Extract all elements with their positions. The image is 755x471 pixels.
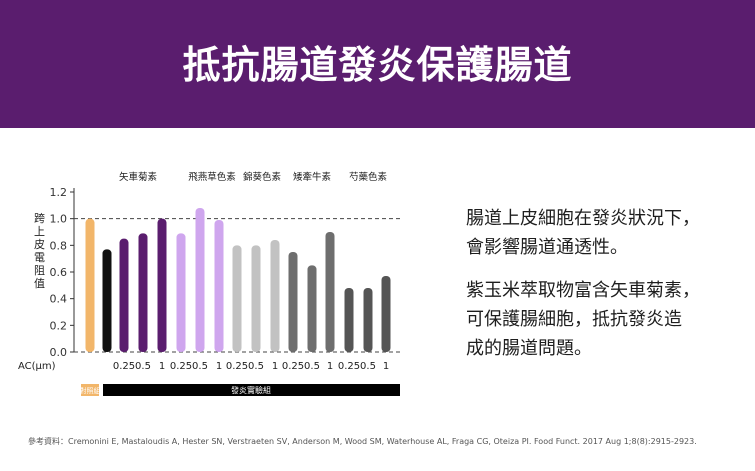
bar [363, 288, 373, 352]
bar [251, 245, 261, 352]
y-tick-label: 1.0 [50, 213, 68, 226]
y-tick-label: 0.6 [50, 266, 68, 279]
bar [102, 249, 112, 352]
x-tick-label: 1 [327, 361, 333, 372]
description-paragraph-1: 腸道上皮細胞在發炎狀況下， 會影響腸道通透性。 [466, 208, 700, 258]
bar [138, 233, 148, 352]
x-tick-label: 1 [159, 361, 165, 372]
x-tick-label: 0.5 [304, 361, 320, 372]
y-axis-label: 跨上皮電阻值 [34, 212, 45, 290]
x-tick-label: 0.5 [248, 361, 264, 372]
bar [270, 240, 280, 352]
bar [307, 265, 317, 352]
x-tick-label: 0.25 [170, 361, 192, 372]
compound-label: 矢車菊素 [119, 171, 158, 183]
bar [381, 276, 391, 352]
bar [119, 238, 129, 352]
compound-label: 矮牽牛素 [293, 171, 332, 183]
y-tick-label: 0.8 [50, 239, 68, 252]
x-tick-label: 0.25 [226, 361, 248, 372]
y-tick-label: 0.0 [50, 346, 68, 359]
control-group-label: 對照組 [80, 386, 101, 395]
x-tick-label: 1 [272, 361, 278, 372]
x-tick-label: 0.25 [338, 361, 360, 372]
compound-label: 芍藥色素 [349, 171, 388, 183]
reference-citation: 參考資料：Cremonini E, Mastaloudis A, Hester … [28, 437, 697, 446]
y-tick-label: 1.2 [50, 186, 68, 199]
x-tick-label: 1 [216, 361, 222, 372]
header-banner: 抵抗腸道發炎保護腸道 [0, 0, 755, 128]
description-paragraph-2: 紫玉米萃取物富含矢車菊素， 可保護腸細胞，抵抗發炎造 成的腸道問題。 [466, 280, 700, 359]
x-tick-label: 0.25 [113, 361, 135, 372]
bar [214, 220, 224, 352]
compound-label: 錦葵色素 [243, 171, 282, 183]
x-tick-label: 0.25 [282, 361, 304, 372]
bar [288, 252, 298, 352]
page-title: 抵抗腸道發炎保護腸道 [182, 42, 573, 87]
x-tick-label: 1 [383, 361, 389, 372]
y-tick-label: 0.4 [50, 293, 68, 306]
control-group-bar [81, 384, 99, 396]
bar [232, 245, 242, 352]
bar [85, 218, 95, 352]
bar [157, 218, 167, 352]
bar [176, 233, 186, 352]
bar [195, 208, 205, 352]
bar [325, 232, 335, 352]
x-tick-label: 0.5 [360, 361, 376, 372]
x-axis-label: AC(μm) [18, 361, 56, 372]
inflammation-group-bar [103, 384, 400, 396]
bar [344, 288, 354, 352]
compound-label: 飛燕草色素 [188, 171, 236, 183]
inflammation-group-label: 發炎實驗組 [231, 385, 271, 395]
description-panel: 腸道上皮細胞在發炎狀況下， 會影響腸道通透性。 紫玉米萃取物富含矢車菊素， 可保… [466, 204, 746, 377]
x-tick-label: 0.5 [135, 361, 151, 372]
x-tick-label: 0.5 [192, 361, 208, 372]
y-tick-label: 0.2 [50, 319, 68, 332]
